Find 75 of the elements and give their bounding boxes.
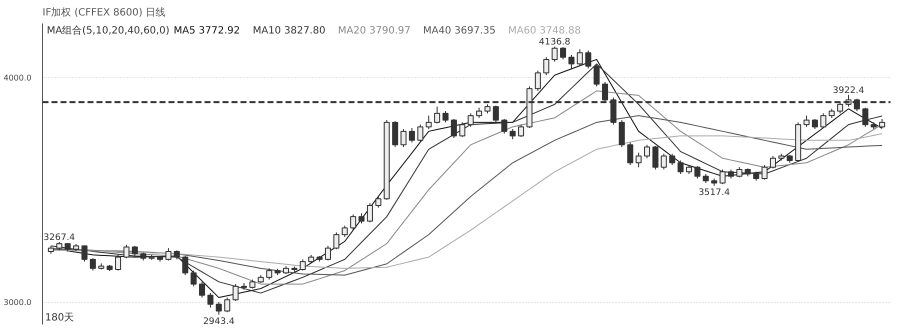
candlestick	[216, 302, 222, 316]
candlestick	[820, 112, 826, 128]
candlestick	[366, 202, 373, 223]
candlestick	[652, 145, 658, 170]
candlestick	[678, 160, 684, 174]
candlestick	[636, 152, 642, 168]
candlestick	[392, 120, 398, 148]
candlestick	[450, 118, 457, 139]
candlestick	[770, 156, 776, 169]
legend-title: MA组合(5,10,20,40,60,0)	[46, 24, 170, 36]
candlestick	[694, 166, 700, 179]
candlestick	[207, 292, 214, 308]
candlestick	[501, 118, 508, 134]
candlestick	[199, 281, 206, 298]
candlestick	[165, 248, 172, 261]
text: MA10 3827.80	[252, 26, 326, 36]
candlestick	[736, 166, 742, 178]
annotation: 2943.4	[203, 316, 235, 327]
candlestick	[492, 104, 499, 123]
candlestick	[426, 115, 432, 130]
candlestick	[350, 214, 356, 231]
text: MA60 3748.88	[508, 26, 581, 36]
annotation: 180天	[45, 312, 74, 324]
candlestick	[576, 48, 583, 67]
candlestick	[476, 107, 482, 118]
candlestick	[804, 115, 810, 128]
candlestick	[862, 107, 868, 128]
candlestick	[333, 232, 340, 250]
candlestick	[224, 297, 230, 313]
candlestick	[400, 128, 407, 148]
candlestick	[812, 118, 818, 130]
candlestick	[266, 268, 272, 280]
candlestick	[568, 54, 574, 69]
candlestick	[417, 124, 424, 142]
candlestick	[123, 244, 130, 259]
candlestick	[115, 254, 122, 272]
candlestick	[408, 127, 415, 144]
candlestick	[644, 144, 650, 159]
candlestick	[358, 212, 365, 224]
candlestick	[510, 128, 516, 140]
candlestick	[434, 106, 440, 124]
candlestick	[182, 255, 188, 276]
candlestick	[468, 112, 474, 128]
candlestick	[534, 70, 541, 92]
candlestick	[324, 245, 331, 261]
candlestick	[300, 258, 306, 272]
candlestick	[132, 245, 138, 256]
y-tick-label: 4000.0	[4, 73, 32, 82]
candlestick	[459, 122, 466, 138]
y-tick-label: 3000.0	[4, 298, 32, 308]
candlestick	[543, 56, 550, 76]
candlestick	[190, 270, 197, 287]
candlestick	[669, 153, 676, 166]
text: MA5 3772.92	[174, 26, 240, 36]
candlestick	[342, 225, 348, 238]
candlestick	[762, 164, 768, 180]
candlestick	[660, 153, 667, 170]
annotation: 3517.4	[698, 188, 730, 198]
annotation: 4136.8	[538, 38, 571, 48]
candlestick	[720, 169, 726, 185]
text: MA40 3697.35	[423, 26, 496, 36]
candlestick	[81, 244, 88, 262]
text: MA20 3790.97	[338, 26, 411, 36]
candlestick	[618, 120, 625, 148]
candlestick	[518, 124, 524, 138]
candlestick	[375, 196, 382, 208]
candlestick	[552, 46, 558, 62]
annotation: 3922.4	[832, 86, 865, 96]
candlestick	[585, 50, 592, 69]
candlestick	[442, 110, 449, 123]
annotation: 3267.4	[44, 232, 76, 243]
candlestick	[627, 142, 634, 166]
chart-title: IF加权 (CFFEX 8600) 日线	[42, 6, 166, 18]
candlestick	[90, 258, 96, 272]
candlestick	[560, 46, 566, 60]
